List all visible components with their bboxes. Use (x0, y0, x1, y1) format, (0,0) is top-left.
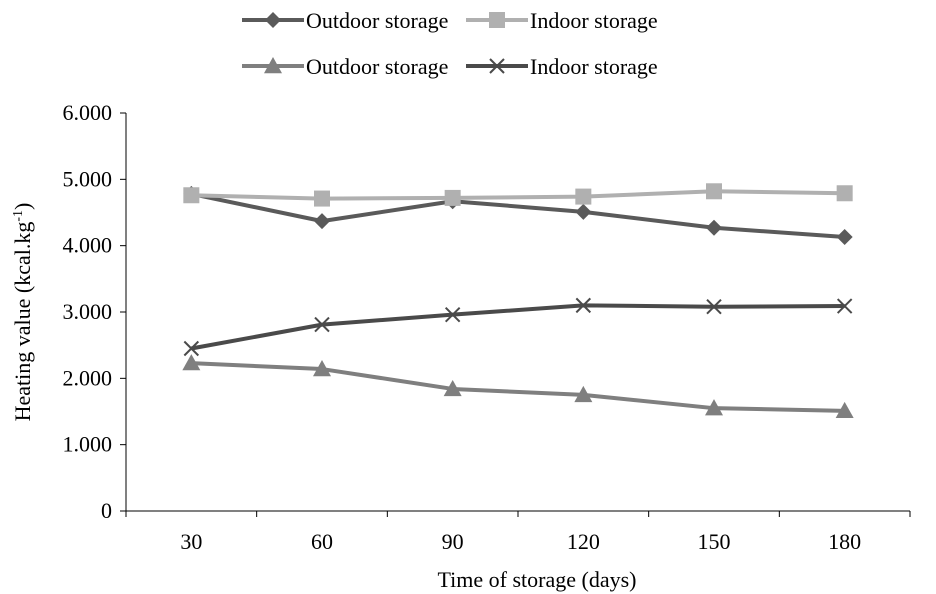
data-point (574, 385, 593, 403)
legend: Outdoor storage Indoor storage Outdoor sto… (242, 8, 658, 79)
x-tick-label: 30 (180, 529, 202, 554)
legend-label: Outdoor storage (306, 54, 448, 79)
y-axis-label-close: ) (10, 203, 35, 210)
y-tick-label: 4.000 (63, 233, 113, 258)
series-line (190, 303, 845, 351)
legend-label: Indoor storage (530, 8, 658, 33)
series-1 (183, 185, 853, 246)
data-point (706, 183, 722, 200)
data-point (705, 399, 723, 416)
data-point (182, 354, 201, 371)
data-point (314, 190, 330, 207)
data-point (835, 401, 854, 419)
data-point (443, 379, 462, 397)
legend-marker (489, 58, 505, 74)
data-point (836, 298, 853, 314)
series-line (190, 191, 845, 240)
data-point (706, 298, 722, 315)
x-axis-label: Time of storage (days) (438, 567, 637, 592)
data-point-stroke-b (183, 340, 200, 357)
x-tick-label: 150 (698, 529, 731, 554)
y-tick-label: 5.000 (63, 166, 113, 191)
data-point (314, 316, 330, 333)
legend-label: Outdoor storage (306, 8, 448, 33)
series-line (191, 361, 845, 413)
data-point (444, 189, 461, 206)
data-point (183, 187, 200, 204)
series-2 (183, 183, 853, 207)
y-tick-label: 1.000 (63, 432, 113, 457)
x-ticks: 30 60 90 120 150 180 (125, 511, 911, 554)
y-ticks: 0 1.000 2.000 3.000 4.000 5.000 6.000 (63, 100, 126, 523)
data-point-stroke-b (836, 298, 853, 314)
y-axis-label: Heating value (kcal.kg-1) (10, 203, 35, 422)
y-tick-label: 2.000 (63, 365, 113, 390)
series-3 (182, 354, 854, 419)
series-line (191, 189, 845, 201)
y-tick-label: 3.000 (63, 299, 113, 324)
data-point (183, 340, 200, 357)
data-point-stroke-b (575, 297, 592, 314)
x-tick-label: 90 (442, 529, 464, 554)
data-point (444, 306, 461, 323)
data-point (313, 360, 331, 377)
data-point-stroke-b (314, 316, 330, 333)
data-point-stroke-b (706, 298, 722, 315)
y-axis-label-base: Heating value (kcal.kg (10, 222, 35, 422)
x-tick-label: 60 (311, 529, 333, 554)
data-point-stroke-b (444, 306, 461, 323)
legend-marker (489, 12, 505, 28)
data-point (706, 219, 722, 236)
data-point (575, 188, 592, 205)
legend-marker (264, 57, 282, 74)
data-point (836, 185, 853, 202)
legend-item: Outdoor storage (242, 8, 448, 33)
data-point (575, 203, 592, 220)
y-tick-label: 6.000 (63, 100, 113, 125)
legend-item: Outdoor storage (242, 54, 448, 79)
series-4 (183, 297, 853, 357)
data-point (314, 213, 330, 230)
x-tick-label: 120 (567, 529, 600, 554)
legend-item: Indoor storage (466, 54, 658, 79)
data-point (836, 229, 853, 246)
series-layer (182, 183, 854, 419)
legend-marker (265, 12, 281, 28)
legend-label: Indoor storage (530, 54, 658, 79)
x-tick-label: 180 (828, 529, 861, 554)
data-point (575, 297, 592, 314)
y-axis-label-sup: -1 (11, 210, 26, 222)
y-tick-label: 0 (101, 498, 112, 523)
legend-marker-stroke-b (489, 58, 505, 74)
legend-item: Indoor storage (466, 8, 658, 33)
